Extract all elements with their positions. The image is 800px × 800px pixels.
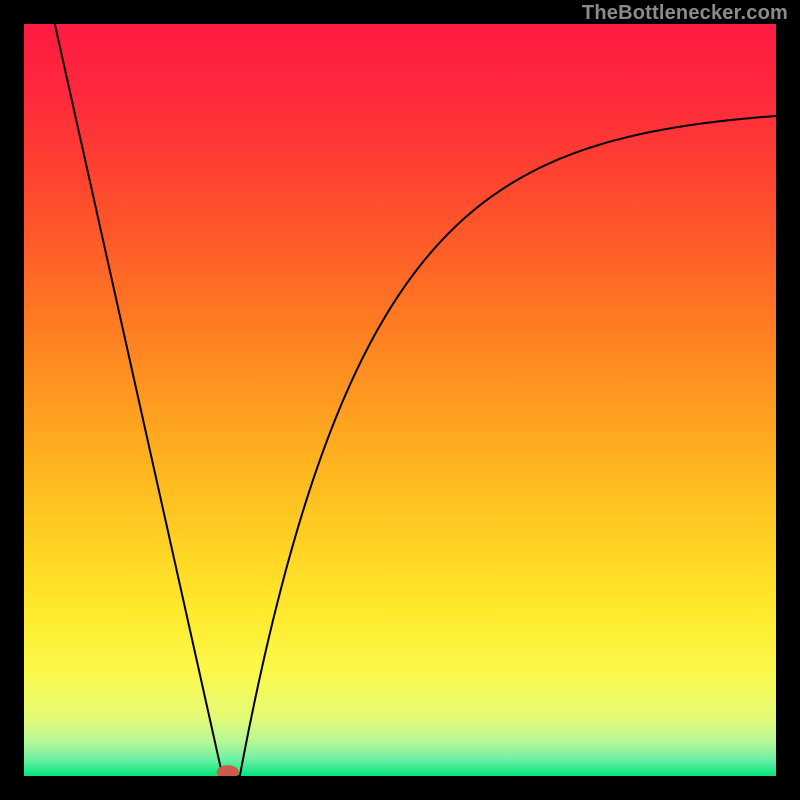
watermark-label: TheBottlenecker.com — [582, 2, 788, 25]
chart-container: TheBottlenecker.com — [0, 0, 800, 800]
bottleneck-chart — [24, 24, 776, 776]
gradient-background — [24, 24, 776, 776]
